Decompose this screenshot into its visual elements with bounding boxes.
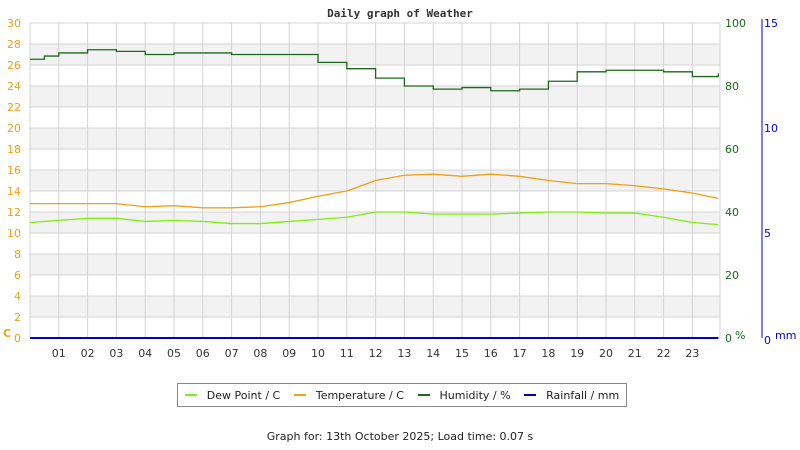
- legend-label: Humidity / %: [439, 388, 511, 402]
- svg-text:19: 19: [570, 347, 584, 360]
- legend-label: Temperature / C: [315, 388, 404, 402]
- svg-text:12: 12: [7, 206, 21, 219]
- svg-text:21: 21: [628, 347, 642, 360]
- svg-text:14: 14: [426, 347, 440, 360]
- svg-text:13: 13: [397, 347, 411, 360]
- svg-text:02: 02: [81, 347, 95, 360]
- svg-text:23: 23: [685, 347, 699, 360]
- svg-text:22: 22: [657, 347, 671, 360]
- svg-text:16: 16: [484, 347, 498, 360]
- svg-text:01: 01: [52, 347, 66, 360]
- temperature-swatch-icon: [293, 394, 306, 396]
- svg-text:24: 24: [7, 80, 21, 93]
- svg-text:15: 15: [455, 347, 469, 360]
- svg-text:0: 0: [764, 334, 771, 347]
- svg-text:03: 03: [109, 347, 123, 360]
- svg-text:12: 12: [369, 347, 383, 360]
- svg-text:60: 60: [725, 143, 739, 156]
- svg-text:20: 20: [599, 347, 613, 360]
- svg-text:10: 10: [311, 347, 325, 360]
- svg-text:16: 16: [7, 164, 21, 177]
- legend-label: Dew Point / C: [206, 388, 281, 402]
- svg-text:4: 4: [14, 290, 21, 303]
- legend-item-temperature: Temperature / C: [293, 388, 404, 402]
- svg-text:0: 0: [725, 332, 732, 345]
- svg-text:17: 17: [513, 347, 527, 360]
- svg-text:11: 11: [340, 347, 354, 360]
- legend-item-rainfall: Rainfall / mm: [524, 389, 619, 402]
- svg-text:6: 6: [14, 269, 21, 282]
- svg-text:04: 04: [138, 347, 152, 360]
- svg-text:10: 10: [764, 122, 778, 135]
- svg-text:100: 100: [725, 17, 746, 30]
- right-axis-humidity: 0 20 40 60 80 100: [725, 17, 746, 345]
- legend-item-dew-point: Dew Point / C: [184, 388, 281, 402]
- svg-text:26: 26: [7, 59, 21, 72]
- graph-footer: Graph for: 13th October 2025; Load time:…: [266, 430, 534, 443]
- svg-text:80: 80: [725, 80, 739, 93]
- rain-axis-unit: mm: [775, 329, 796, 342]
- svg-text:18: 18: [7, 143, 21, 156]
- svg-text:10: 10: [7, 227, 21, 240]
- svg-text:5: 5: [764, 227, 771, 240]
- chart-title: Daily graph of Weather: [327, 7, 473, 20]
- right-axis-rainfall: 0 5 10 15: [761, 17, 778, 347]
- svg-text:20: 20: [725, 269, 739, 282]
- legend-item-humidity: Humidity / %: [417, 388, 511, 402]
- svg-text:0: 0: [14, 332, 21, 345]
- svg-text:28: 28: [7, 38, 21, 51]
- humidity-swatch-icon: [417, 394, 430, 396]
- data-series: [29, 49, 719, 339]
- svg-text:06: 06: [196, 347, 210, 360]
- rainfall-swatch-icon: [524, 394, 537, 396]
- legend-label: Rainfall / mm: [546, 388, 620, 402]
- svg-text:30: 30: [7, 17, 21, 30]
- svg-text:14: 14: [7, 185, 21, 198]
- left-axis-unit: C: [3, 327, 11, 340]
- svg-text:2: 2: [14, 311, 21, 324]
- x-axis-hours: 01 02 03 04 05 06 07 08 09 10 11 12 13 14 15 16 17 18 19 20…: [52, 347, 700, 360]
- dew-point-swatch-icon: [184, 394, 197, 396]
- svg-text:07: 07: [225, 347, 239, 360]
- svg-text:40: 40: [725, 206, 739, 219]
- svg-text:09: 09: [282, 347, 296, 360]
- grid-lines: [29, 22, 721, 339]
- svg-text:18: 18: [541, 347, 555, 360]
- svg-text:20: 20: [7, 122, 21, 135]
- humidity-axis-unit: %: [735, 329, 745, 342]
- svg-text:22: 22: [7, 101, 21, 114]
- svg-text:05: 05: [167, 347, 181, 360]
- svg-text:8: 8: [14, 248, 21, 261]
- svg-text:15: 15: [764, 17, 778, 30]
- svg-text:08: 08: [253, 347, 267, 360]
- chart-legend: Dew Point / C Temperature / C Humidity /…: [177, 383, 627, 407]
